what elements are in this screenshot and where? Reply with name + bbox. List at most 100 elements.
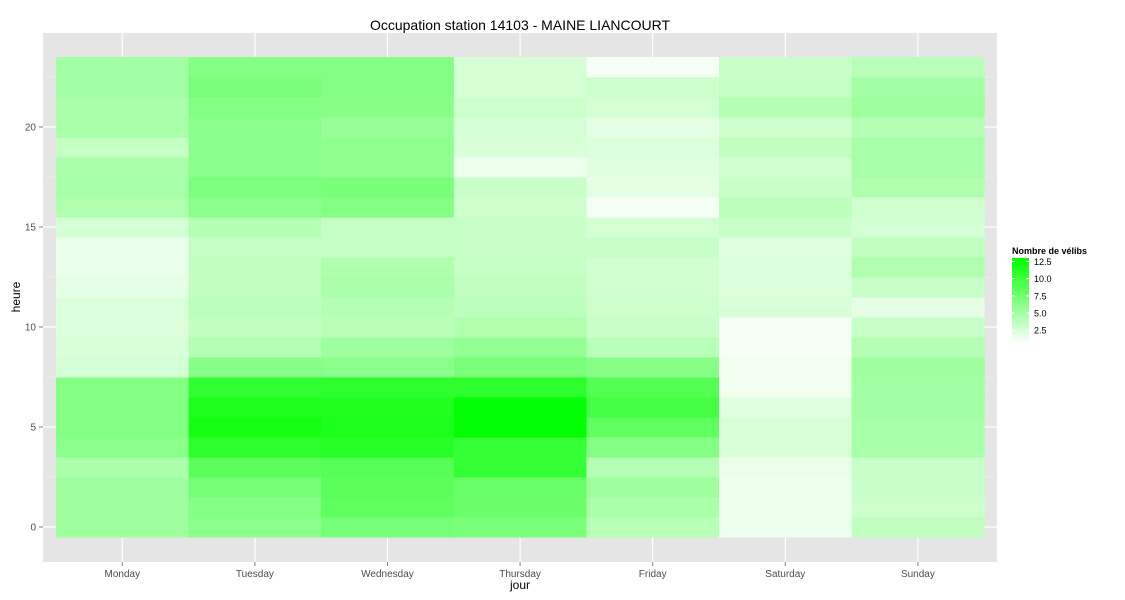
heatmap-cell: [851, 277, 985, 298]
heatmap-cell: [188, 57, 322, 78]
heatmap-cell: [56, 157, 190, 178]
legend-label: 2.5: [1034, 326, 1047, 336]
heatmap-cell: [586, 117, 720, 138]
heatmap-cell: [586, 317, 720, 338]
heatmap-cell: [719, 377, 853, 398]
heatmap-cell: [719, 237, 853, 258]
heatmap-cell: [586, 457, 720, 478]
heatmap-cell: [453, 377, 587, 398]
heatmap-cell: [586, 277, 720, 298]
x-tick-label: Thursday: [499, 569, 541, 580]
heatmap-cell: [56, 217, 190, 238]
heatmap-cell: [321, 237, 455, 258]
heatmap-cell: [586, 157, 720, 178]
heatmap-cell: [188, 197, 322, 218]
chart-title: Occupation station 14103 - MAINE LIANCOU…: [370, 17, 671, 33]
heatmap-cell: [586, 437, 720, 458]
heatmap-cell: [188, 297, 322, 318]
heatmap-cell: [586, 297, 720, 318]
y-axis: 0 5 10 15 20: [25, 123, 43, 534]
legend: Nombre de vélibs 2.5 5.0 7.5 10.0 12.5: [1012, 246, 1087, 344]
heatmap-cell: [56, 57, 190, 78]
heatmap-cell: [56, 257, 190, 278]
x-tick-label: Friday: [639, 569, 667, 580]
heatmap-cell: [321, 157, 455, 178]
heatmap-cell: [321, 357, 455, 378]
y-tick-label: 20: [25, 123, 37, 134]
heatmap-cell: [321, 497, 455, 518]
heatmap-cell: [851, 177, 985, 198]
heatmap-cell: [453, 397, 587, 418]
heatmap-cell: [586, 377, 720, 398]
heatmap-cell: [188, 517, 322, 538]
heatmap-cell: [453, 97, 587, 118]
heatmap-cell: [719, 337, 853, 358]
heatmap-cell: [188, 457, 322, 478]
heatmap-cell: [321, 297, 455, 318]
heatmap-cell: [453, 117, 587, 138]
heatmap-cell: [851, 477, 985, 498]
heatmap-cell: [453, 357, 587, 378]
legend-ticks: 2.5 5.0 7.5 10.0 12.5: [1012, 257, 1052, 336]
heatmap-cell: [851, 57, 985, 78]
x-tick-label: Wednesday: [361, 569, 414, 580]
heatmap-cell: [56, 177, 190, 198]
heatmap-cell: [56, 477, 190, 498]
heatmap-cell: [188, 477, 322, 498]
heatmap-cell: [586, 77, 720, 98]
heatmap-cell: [56, 77, 190, 98]
heatmap-cell: [56, 417, 190, 438]
heatmap-cell: [188, 177, 322, 198]
heatmap-cell: [56, 337, 190, 358]
heatmap-cell: [719, 457, 853, 478]
heatmap-cell: [321, 217, 455, 238]
heatmap-cell: [321, 97, 455, 118]
heatmap-cell: [321, 77, 455, 98]
y-tick-label: 0: [30, 523, 36, 534]
heatmap-cell: [586, 337, 720, 358]
heatmap-cell: [188, 117, 322, 138]
heatmap-cell: [56, 297, 190, 318]
heatmap-cell: [851, 437, 985, 458]
heatmap-cell: [321, 177, 455, 198]
heatmap-cell: [188, 77, 322, 98]
heatmap-cell: [719, 177, 853, 198]
heatmap-cell: [188, 377, 322, 398]
heatmap-cell: [188, 97, 322, 118]
y-tick-label: 15: [25, 223, 37, 234]
heatmap-cell: [586, 357, 720, 378]
heatmap-cell: [851, 157, 985, 178]
heatmap-cell: [56, 237, 190, 258]
legend-label: 5.0: [1034, 309, 1047, 319]
heatmap-cell: [719, 257, 853, 278]
heatmap-cell: [321, 457, 455, 478]
heatmap-cell: [586, 477, 720, 498]
heatmap-cell: [586, 397, 720, 418]
heatmap-cell: [453, 257, 587, 278]
heatmap-cell: [453, 457, 587, 478]
heatmap-cell: [188, 497, 322, 518]
heatmap-cell: [453, 497, 587, 518]
heatmap-cell: [188, 417, 322, 438]
legend-label: 7.5: [1034, 291, 1047, 301]
heatmap-cell: [851, 417, 985, 438]
heatmap-cell: [719, 477, 853, 498]
heatmap-cell: [188, 397, 322, 418]
heatmap-cell: [188, 257, 322, 278]
heatmap-cell: [188, 357, 322, 378]
heatmap-cell: [453, 437, 587, 458]
heatmap-cell: [188, 157, 322, 178]
heatmap-cell: [719, 117, 853, 138]
heatmap-cell: [851, 137, 985, 158]
y-axis-title: heure: [9, 281, 23, 312]
heatmap-cell: [56, 497, 190, 518]
heatmap-cell: [453, 77, 587, 98]
heatmap-cell: [56, 277, 190, 298]
heatmap-cell: [719, 97, 853, 118]
heatmap-cells: [56, 57, 985, 538]
heatmap-cell: [188, 337, 322, 358]
x-axis: Monday Tuesday Wednesday Thursday Friday Satu…: [105, 562, 935, 580]
heatmap-cell: [56, 137, 190, 158]
heatmap-cell: [586, 497, 720, 518]
heatmap-cell: [321, 437, 455, 458]
